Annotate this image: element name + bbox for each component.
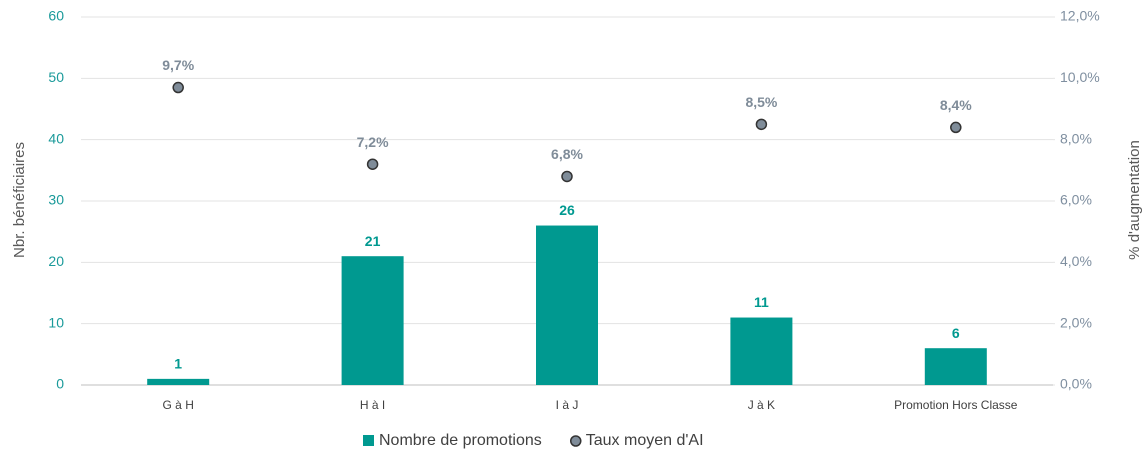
dot-value-label: 8,4% (940, 97, 972, 113)
y-tick-label: 0 (56, 376, 64, 392)
legend-label: Nombre de promotions (379, 432, 542, 449)
y-axis-label: Nbr. bénéficiaires (11, 142, 28, 258)
dot-value-label: 9,7% (162, 57, 194, 73)
bar-value-label: 26 (559, 202, 575, 218)
legend-swatch (363, 435, 374, 446)
dot (950, 121, 962, 134)
y2-tick-label: 4,0% (1060, 253, 1092, 269)
dot (755, 118, 768, 131)
x-tick-label: G à H (163, 398, 194, 412)
bar (536, 225, 598, 385)
y-tick-label: 60 (48, 8, 64, 24)
bar (730, 317, 793, 385)
y2-axis-label: % d'augmentation (1126, 140, 1143, 260)
y-tick-label: 10 (48, 314, 64, 330)
x-tick-label: Promotion Hors Classe (894, 398, 1018, 412)
legend-swatch (570, 435, 582, 447)
legend-label: Taux moyen d'AI (586, 432, 704, 449)
y-tick-label: 50 (48, 69, 64, 85)
y2-tick-label: 8,0% (1060, 130, 1092, 146)
y2-tick-label: 6,0% (1060, 192, 1092, 208)
bar-value-label: 1 (174, 356, 182, 372)
dot-value-label: 8,5% (745, 94, 777, 110)
dot-value-label: 6,8% (551, 146, 583, 162)
dot (172, 81, 184, 94)
bar (924, 348, 987, 385)
bar-value-label: 21 (365, 233, 381, 249)
x-tick-label: H à I (360, 398, 385, 412)
y-tick-label: 40 (48, 130, 64, 146)
bar (341, 256, 404, 385)
y2-tick-label: 10,0% (1060, 69, 1100, 85)
bar-value-label: 11 (754, 294, 769, 310)
dot (561, 170, 573, 183)
y2-tick-label: 12,0% (1060, 8, 1100, 24)
bar-value-label: 6 (952, 325, 960, 341)
y-tick-label: 20 (48, 253, 64, 269)
y-tick-label: 30 (48, 192, 64, 208)
dot-value-label: 7,2% (357, 134, 389, 150)
x-tick-label: I à J (556, 398, 579, 412)
y2-tick-label: 0,0% (1060, 376, 1092, 392)
bar (147, 378, 210, 385)
x-tick-label: J à K (748, 398, 775, 412)
y2-tick-label: 2,0% (1060, 314, 1092, 330)
dot (366, 158, 379, 170)
